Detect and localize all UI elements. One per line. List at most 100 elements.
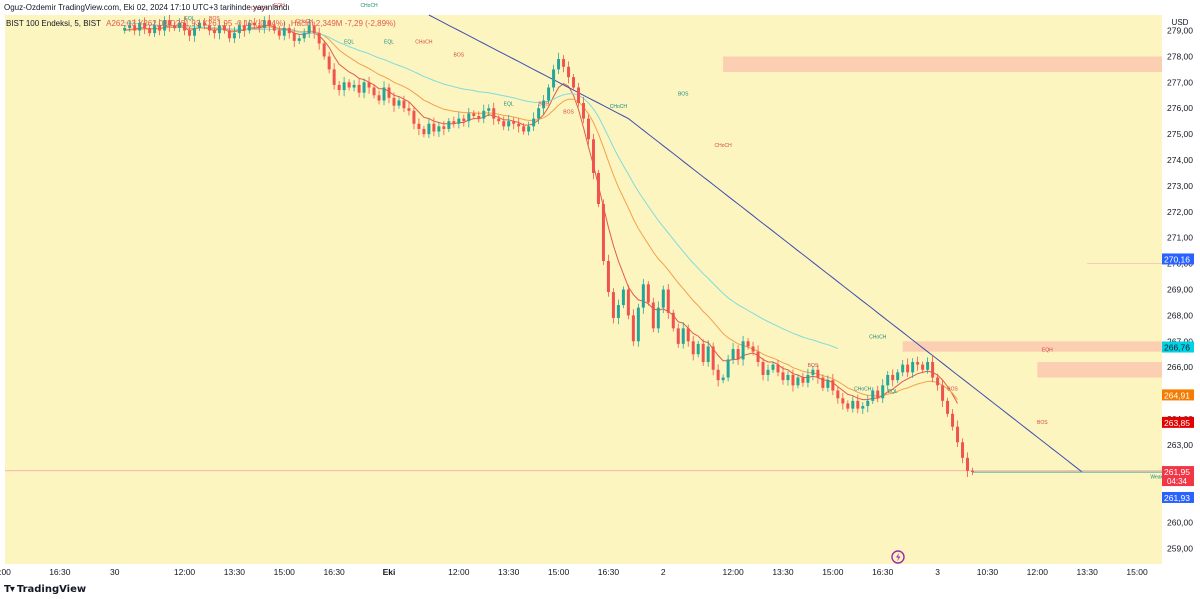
x-tick-label: 13:30 bbox=[498, 567, 520, 577]
zone-layer bbox=[5, 56, 1162, 472]
candle bbox=[247, 19, 251, 34]
candle bbox=[392, 92, 396, 112]
y-tick-label: 259,00 bbox=[1167, 543, 1193, 553]
candle-body bbox=[766, 369, 770, 375]
candle-body bbox=[891, 374, 895, 381]
candle bbox=[527, 121, 531, 136]
flash-icon[interactable] bbox=[891, 550, 905, 564]
candle bbox=[457, 112, 461, 129]
structure-label: CHoCH bbox=[715, 143, 733, 149]
structure-label: BOS bbox=[947, 386, 958, 392]
y-tick-label: 276,00 bbox=[1167, 103, 1193, 113]
candle-body bbox=[751, 346, 755, 352]
candle bbox=[148, 24, 152, 37]
price-tag-box bbox=[1162, 253, 1194, 265]
candle-body bbox=[482, 110, 486, 119]
x-tick-label: 13:30 bbox=[772, 567, 794, 577]
candle bbox=[193, 22, 197, 42]
x-tick-label: 15:00 bbox=[274, 567, 296, 577]
candle-body bbox=[163, 20, 167, 31]
candle-body bbox=[402, 100, 406, 109]
candle-body bbox=[397, 100, 401, 106]
structure-label: EQL bbox=[504, 102, 514, 108]
candle-body bbox=[851, 400, 855, 409]
candle-body bbox=[153, 25, 157, 34]
candle-body bbox=[232, 33, 236, 39]
candle bbox=[138, 18, 142, 36]
candle-body bbox=[871, 390, 875, 401]
candle bbox=[601, 199, 605, 265]
candle-body bbox=[746, 341, 750, 347]
candle-body bbox=[432, 123, 436, 132]
candle-body bbox=[227, 30, 231, 39]
candle bbox=[442, 120, 446, 136]
candle-body bbox=[502, 121, 506, 127]
candle-body bbox=[462, 118, 466, 122]
candle bbox=[906, 358, 910, 378]
price-tag-box bbox=[1162, 491, 1194, 503]
candle bbox=[188, 26, 192, 42]
candle bbox=[756, 345, 760, 367]
candle-body bbox=[512, 121, 516, 124]
candle-body bbox=[726, 359, 730, 378]
x-tick-label: 13:30 bbox=[224, 567, 246, 577]
candle bbox=[856, 394, 860, 414]
candle-body bbox=[636, 307, 640, 342]
candle-body bbox=[547, 87, 551, 101]
candle-body bbox=[437, 126, 441, 132]
candle bbox=[736, 345, 740, 365]
candle bbox=[611, 288, 615, 324]
candle bbox=[946, 397, 950, 417]
candle-body bbox=[616, 305, 620, 318]
candle-body bbox=[696, 343, 700, 355]
candle bbox=[422, 125, 426, 138]
candle bbox=[197, 19, 201, 32]
candle bbox=[227, 25, 231, 43]
candle-body bbox=[327, 56, 331, 70]
candle bbox=[841, 392, 845, 410]
x-tick-label: Eki bbox=[383, 567, 396, 577]
candle-body bbox=[721, 377, 725, 381]
candle bbox=[552, 64, 556, 92]
candle bbox=[173, 22, 177, 32]
candle-body bbox=[207, 25, 211, 31]
structure-label: CHoCH bbox=[251, 6, 269, 12]
candle bbox=[567, 61, 571, 84]
candle bbox=[826, 375, 830, 392]
candle bbox=[297, 35, 301, 45]
candle-body bbox=[651, 302, 655, 329]
candle bbox=[352, 80, 356, 92]
candle-body bbox=[507, 121, 511, 127]
y-tick-label: 260,00 bbox=[1167, 518, 1193, 528]
candle bbox=[133, 19, 137, 36]
candle bbox=[831, 373, 835, 396]
candle-body bbox=[452, 121, 456, 124]
candle-body bbox=[951, 413, 955, 427]
candle bbox=[686, 324, 690, 347]
candle bbox=[522, 123, 526, 135]
candle-body bbox=[716, 369, 720, 381]
candle bbox=[417, 118, 421, 136]
candle-body bbox=[143, 22, 147, 28]
candle-body bbox=[886, 374, 890, 386]
candle bbox=[931, 355, 935, 383]
price-tag-label: 263,85 bbox=[1164, 418, 1190, 428]
candle-body bbox=[337, 84, 341, 91]
candle bbox=[307, 19, 311, 38]
candle-body bbox=[272, 25, 276, 31]
candle bbox=[482, 104, 486, 124]
tradingview-logo[interactable]: T▾ TradingView bbox=[4, 584, 86, 595]
candle-body bbox=[806, 374, 810, 383]
candle-body bbox=[801, 377, 805, 383]
time-axis-background bbox=[0, 564, 1200, 584]
candle-body bbox=[297, 38, 301, 41]
candle bbox=[896, 369, 900, 384]
candle-body bbox=[966, 457, 970, 471]
candle-body bbox=[876, 390, 880, 399]
candle-body bbox=[237, 25, 241, 34]
candle bbox=[277, 25, 281, 40]
candle bbox=[272, 22, 276, 34]
candle-body bbox=[477, 115, 481, 119]
